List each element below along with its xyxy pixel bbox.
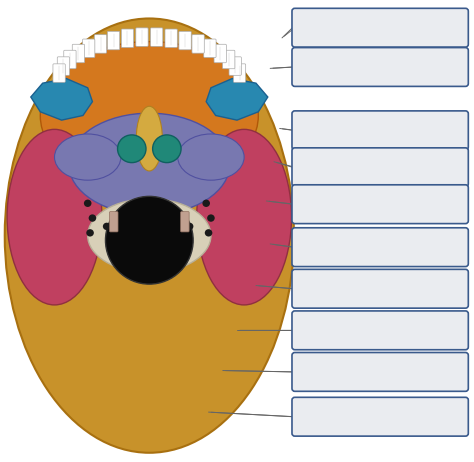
- Circle shape: [202, 200, 210, 207]
- FancyBboxPatch shape: [292, 353, 468, 391]
- FancyBboxPatch shape: [292, 48, 468, 86]
- Ellipse shape: [88, 199, 211, 273]
- FancyBboxPatch shape: [72, 44, 84, 63]
- FancyBboxPatch shape: [292, 311, 468, 350]
- Circle shape: [86, 229, 94, 237]
- FancyBboxPatch shape: [222, 50, 235, 69]
- Circle shape: [205, 229, 212, 237]
- FancyBboxPatch shape: [165, 29, 177, 48]
- FancyBboxPatch shape: [233, 64, 246, 82]
- Polygon shape: [31, 79, 92, 120]
- FancyBboxPatch shape: [292, 111, 468, 150]
- FancyBboxPatch shape: [292, 148, 468, 187]
- FancyBboxPatch shape: [214, 44, 227, 63]
- Circle shape: [103, 223, 110, 230]
- FancyBboxPatch shape: [181, 212, 189, 232]
- Ellipse shape: [137, 106, 162, 171]
- FancyBboxPatch shape: [94, 35, 107, 53]
- Circle shape: [207, 214, 215, 222]
- Ellipse shape: [197, 129, 292, 305]
- Ellipse shape: [55, 134, 121, 180]
- FancyBboxPatch shape: [292, 8, 468, 47]
- Ellipse shape: [178, 134, 244, 180]
- FancyBboxPatch shape: [64, 50, 76, 69]
- Ellipse shape: [118, 135, 146, 163]
- FancyBboxPatch shape: [121, 29, 134, 48]
- Ellipse shape: [7, 129, 102, 305]
- FancyBboxPatch shape: [292, 228, 468, 267]
- FancyBboxPatch shape: [57, 57, 70, 75]
- FancyBboxPatch shape: [53, 64, 65, 82]
- Circle shape: [186, 223, 193, 230]
- Circle shape: [89, 214, 96, 222]
- FancyBboxPatch shape: [108, 31, 120, 50]
- FancyBboxPatch shape: [204, 39, 216, 58]
- FancyBboxPatch shape: [292, 397, 468, 436]
- FancyBboxPatch shape: [292, 185, 468, 224]
- FancyBboxPatch shape: [192, 35, 204, 53]
- Ellipse shape: [153, 135, 181, 163]
- Ellipse shape: [69, 113, 230, 215]
- FancyBboxPatch shape: [109, 212, 118, 232]
- FancyBboxPatch shape: [292, 269, 468, 308]
- FancyBboxPatch shape: [179, 31, 191, 50]
- Ellipse shape: [5, 18, 294, 453]
- Ellipse shape: [105, 196, 193, 284]
- FancyBboxPatch shape: [150, 28, 163, 46]
- FancyBboxPatch shape: [136, 28, 148, 46]
- Ellipse shape: [40, 42, 258, 189]
- FancyBboxPatch shape: [229, 57, 241, 75]
- Polygon shape: [206, 79, 268, 120]
- FancyBboxPatch shape: [82, 39, 95, 58]
- Circle shape: [84, 200, 91, 207]
